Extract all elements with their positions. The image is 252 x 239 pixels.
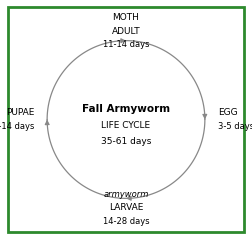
Text: LIFE CYCLE: LIFE CYCLE [102,121,150,130]
Text: PUPAE: PUPAE [6,109,34,117]
Text: ADULT: ADULT [112,27,140,36]
Text: EGG: EGG [218,109,238,117]
Text: 7-14 days: 7-14 days [0,122,34,130]
Text: 11-14 days: 11-14 days [103,40,149,49]
Text: Fall Armyworm: Fall Armyworm [82,104,170,114]
Text: MOTH: MOTH [113,13,139,22]
Text: armyworm: armyworm [103,190,149,199]
Text: LARVAE: LARVAE [109,203,143,212]
Text: 14-28 days: 14-28 days [103,217,149,226]
Text: 35-61 days: 35-61 days [101,136,151,146]
Text: 3-5 days: 3-5 days [218,122,252,130]
